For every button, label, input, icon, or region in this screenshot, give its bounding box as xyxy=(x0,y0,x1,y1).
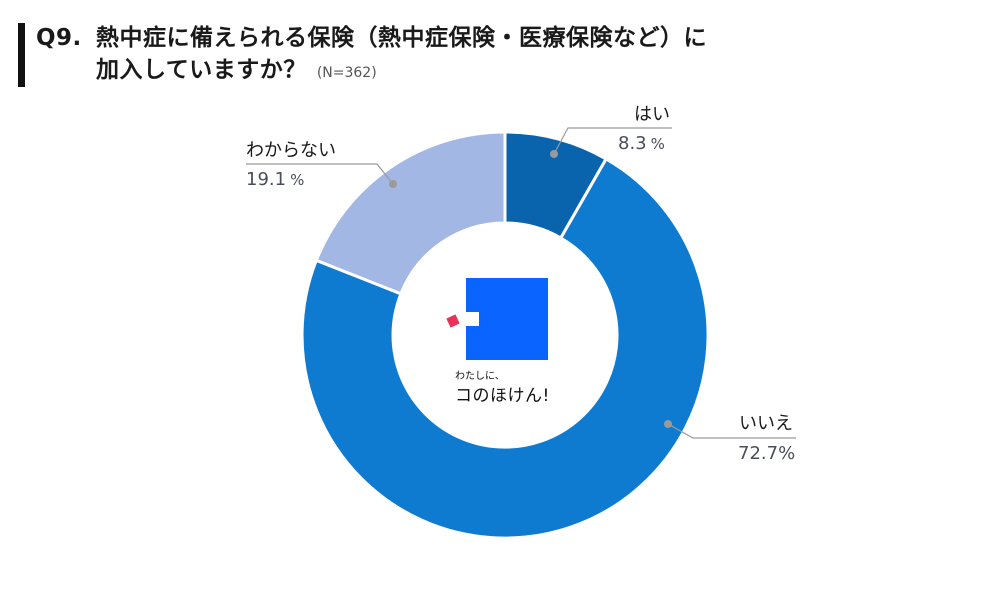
label-no-name: いいえ xyxy=(739,413,793,434)
question-number: Q9. xyxy=(36,25,82,51)
leader-line-yes xyxy=(553,127,672,155)
logo-mark xyxy=(446,278,548,360)
leader-dot-unknown xyxy=(389,180,397,188)
logo-tagline: わたしに、 xyxy=(455,371,505,382)
title-accent-bar xyxy=(18,23,25,87)
label-unknown: わからない xyxy=(246,140,336,162)
label-unknown-name: わからない xyxy=(246,140,336,161)
title-line-2: 加入していますか？ xyxy=(96,57,307,83)
leader-dot-yes xyxy=(550,150,558,158)
slice-no xyxy=(300,156,710,540)
chart-title: Q9. 熱中症に備えられる保険（熱中症保険・医療保険など）に 加入していますか？ (… xyxy=(36,22,707,89)
label-yes: はい xyxy=(634,104,670,126)
logo-name: コのほけん! xyxy=(455,386,550,406)
slice-unknown xyxy=(314,130,507,296)
label-unknown-value: 19.1% xyxy=(246,169,305,190)
leader-dot-no xyxy=(664,420,672,428)
title-line-1: 熱中症に備えられる保険（熱中症保険・医療保険など）に xyxy=(96,25,707,51)
sample-size: (N=362) xyxy=(316,65,377,81)
label-no-value: 72.7% xyxy=(738,443,796,464)
leader-line-no xyxy=(667,423,796,439)
label-yes-value: 8.3% xyxy=(618,133,665,154)
label-yes-name: はい xyxy=(634,104,670,125)
leader-line-unknown xyxy=(246,163,394,185)
label-no: いいえ xyxy=(739,413,793,435)
